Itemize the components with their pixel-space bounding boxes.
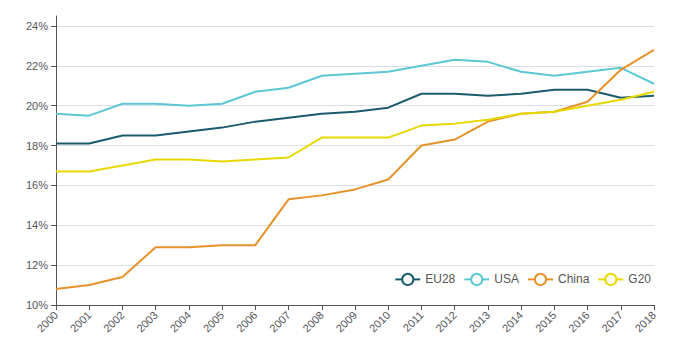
svg-text:2013: 2013 [466,309,492,335]
svg-text:2012: 2012 [433,309,459,335]
svg-text:2001: 2001 [68,309,94,335]
svg-text:USA: USA [494,272,519,286]
svg-text:2016: 2016 [566,309,592,335]
svg-text:2007: 2007 [267,309,293,335]
svg-text:2002: 2002 [101,309,127,335]
svg-text:2006: 2006 [234,309,260,335]
svg-text:2015: 2015 [533,309,559,335]
svg-text:2011: 2011 [400,309,425,334]
svg-text:China: China [558,272,590,286]
svg-text:22%: 22% [26,60,48,72]
svg-text:12%: 12% [26,259,48,271]
svg-text:18%: 18% [26,140,48,152]
svg-text:EU28: EU28 [425,272,455,286]
svg-text:2014: 2014 [500,309,526,335]
svg-text:2009: 2009 [333,309,359,335]
svg-text:14%: 14% [26,219,48,231]
svg-text:2008: 2008 [300,309,326,335]
svg-text:24%: 24% [26,20,48,32]
svg-text:20%: 20% [26,100,48,112]
svg-text:10%: 10% [26,299,48,311]
svg-text:G20: G20 [628,272,651,286]
svg-text:2003: 2003 [134,309,160,335]
svg-text:2004: 2004 [167,309,193,335]
svg-text:2018: 2018 [632,309,658,335]
svg-text:2017: 2017 [599,309,625,335]
svg-text:2010: 2010 [367,309,393,335]
svg-text:16%: 16% [26,179,48,191]
svg-text:2000: 2000 [34,309,60,335]
svg-text:2005: 2005 [201,309,227,335]
